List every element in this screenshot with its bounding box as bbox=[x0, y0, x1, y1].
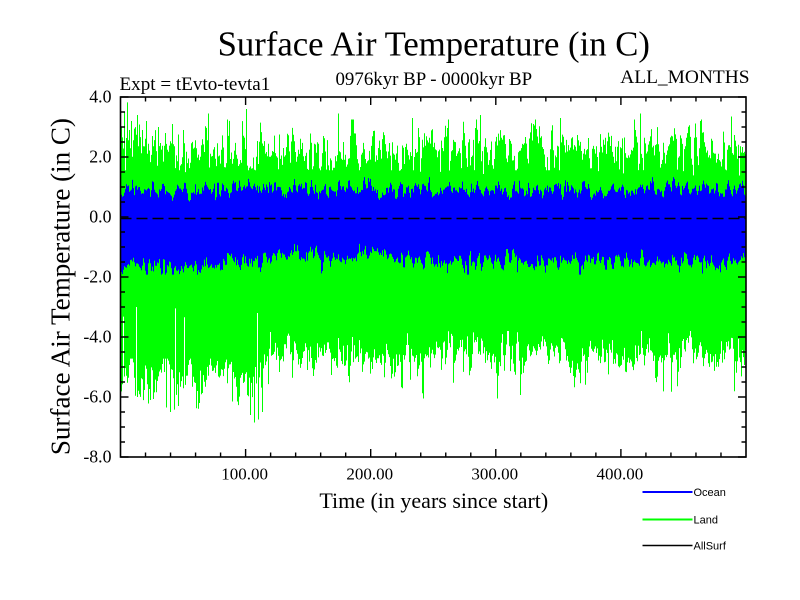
svg-text:0.0: 0.0 bbox=[89, 207, 111, 227]
svg-text:Time (in years since start): Time (in years since start) bbox=[319, 488, 548, 513]
svg-text:Land: Land bbox=[694, 514, 718, 526]
svg-text:300.00: 300.00 bbox=[471, 465, 518, 484]
svg-text:100.00: 100.00 bbox=[221, 465, 268, 484]
svg-text:-6.0: -6.0 bbox=[83, 387, 111, 407]
svg-text:-4.0: -4.0 bbox=[83, 327, 111, 347]
svg-text:200.00: 200.00 bbox=[346, 465, 393, 484]
svg-text:Expt = tEvto-tevta1: Expt = tEvto-tevta1 bbox=[120, 74, 271, 95]
svg-text:Surface Air Temperature (in C): Surface Air Temperature (in C) bbox=[45, 118, 75, 455]
svg-text:Surface Air Temperature (in C): Surface Air Temperature (in C) bbox=[218, 25, 650, 64]
svg-text:4.0: 4.0 bbox=[89, 87, 111, 107]
svg-text:400.00: 400.00 bbox=[597, 465, 644, 484]
svg-text:-8.0: -8.0 bbox=[83, 447, 111, 467]
svg-text:0976kyr BP - 0000kyr BP: 0976kyr BP - 0000kyr BP bbox=[335, 69, 532, 90]
svg-text:Ocean: Ocean bbox=[694, 487, 726, 499]
svg-text:AllSurf: AllSurf bbox=[694, 540, 727, 552]
svg-text:2.0: 2.0 bbox=[89, 147, 111, 167]
svg-text:ALL_MONTHS: ALL_MONTHS bbox=[620, 67, 749, 88]
svg-text:-2.0: -2.0 bbox=[83, 267, 111, 287]
